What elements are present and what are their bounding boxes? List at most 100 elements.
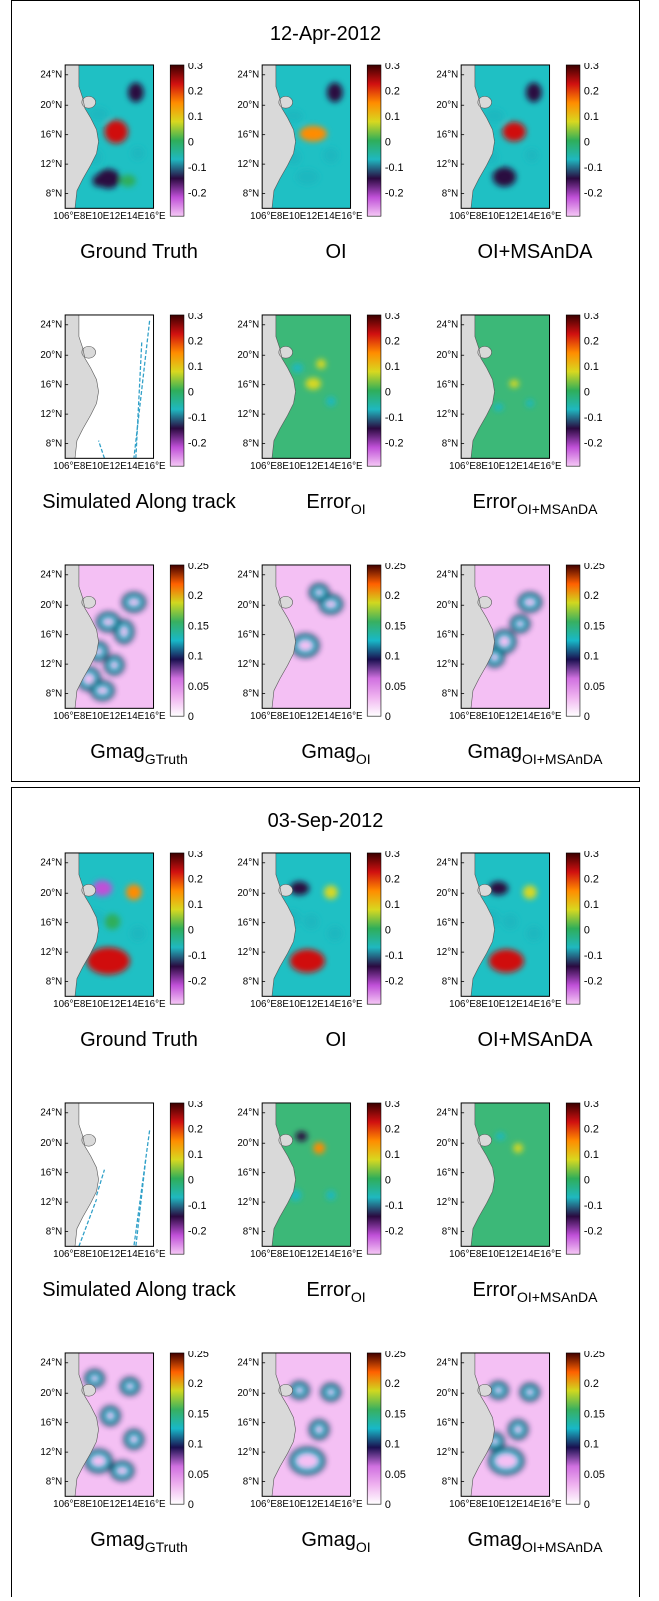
latitude-label: 12°N [237, 409, 259, 420]
latitude-label: 12°N [40, 409, 62, 420]
colorbar-tick-label: 0.15 [385, 620, 406, 632]
latitude-label: 8°N [243, 189, 259, 200]
colorbar-tick-label: -0.1 [188, 162, 207, 174]
latitude-label: 16°N [436, 918, 458, 929]
latitude-label: 8°N [442, 439, 458, 450]
gmag-map: 24°N 20°N 16°N 12°N 8°N 106°E8E10E12E14E16°E 0… [237, 1351, 406, 1511]
colorbar-tick-label: 0.1 [188, 899, 203, 911]
colorbar-tick-label: 0.3 [584, 63, 599, 72]
colorbar-tick-label: 0 [584, 1499, 590, 1511]
map-caption: GmagGTruth [14, 1529, 264, 1555]
colorbar-tick-label: 0 [385, 711, 391, 723]
colorbar [366, 852, 382, 1005]
colorbar-tick-label: 0 [385, 924, 391, 936]
latitude-label: 8°N [442, 1227, 458, 1238]
latitude-label: 20°N [237, 888, 259, 899]
map-caption: OI [211, 241, 461, 264]
colorbar-tick-label: -0.2 [584, 976, 603, 988]
map-caption: GmagOI+MSAnDA [410, 741, 659, 767]
latitude-label: 12°N [436, 1447, 458, 1458]
latitude-label: 24°N [436, 1358, 458, 1369]
map-cell: 24°N 20°N 16°N 12°N 8°N 106°E8E10E12E14E16°E 0… [38, 313, 238, 563]
colorbar-tick-label: 0 [385, 386, 391, 398]
map-caption: Ground Truth [14, 241, 264, 264]
latitude-label: 20°N [436, 1388, 458, 1399]
colorbar-tick-label: 0.2 [584, 590, 599, 602]
latitude-label: 12°N [237, 159, 259, 170]
latitude-label: 24°N [237, 1358, 259, 1369]
latitude-label: 20°N [237, 1138, 259, 1149]
caption-text: Gmag [301, 1529, 356, 1551]
latitude-label: 24°N [237, 70, 259, 81]
colorbar-tick-label: -0.2 [584, 1226, 603, 1238]
caption-text: Gmag [301, 741, 356, 763]
latitude-label: 16°N [436, 1168, 458, 1179]
latitude-label: 16°N [436, 380, 458, 391]
longitude-label: 106°E8E10E12E14E16°E [250, 711, 363, 722]
colorbar-tick-label: 0.15 [188, 620, 209, 632]
colorbar-tick-label: 0.2 [188, 1123, 203, 1135]
latitude-label: 12°N [237, 1197, 259, 1208]
caption-text: Ground Truth [80, 1029, 198, 1051]
latitude-label: 24°N [436, 570, 458, 581]
gmag-map: 24°N 20°N 16°N 12°N 8°N 106°E8E10E12E14E16°E 0… [237, 563, 406, 723]
latitude-label: 24°N [40, 320, 62, 331]
latitude-label: 12°N [436, 159, 458, 170]
caption-text: Error [306, 491, 351, 513]
colorbar-tick-label: -0.1 [584, 950, 603, 962]
colorbar-tick-label: 0.1 [188, 1149, 203, 1161]
colorbar-tick-label: -0.2 [188, 438, 207, 450]
colorbar-tick-label: 0 [188, 1174, 194, 1186]
colorbar-tick-label: 0.25 [584, 563, 605, 572]
latitude-label: 20°N [436, 600, 458, 611]
colorbar-tick-label: 0.1 [584, 651, 599, 663]
colorbar-tick-label: 0.2 [385, 873, 400, 885]
ssh-map: 24°N 20°N 16°N 12°N 8°N 106°E8E10E12E14E16°E 0… [436, 851, 603, 1010]
longitude-label: 106°E8E10E12E14E16°E [53, 211, 166, 222]
colorbar-tick-label: 0.1 [584, 1439, 599, 1451]
track-map: 24°N 20°N 16°N 12°N 8°N 106°E8E10E12E14E16°E 0… [40, 1101, 206, 1260]
caption-text: OI+MSAnDA [477, 241, 593, 263]
gmag-map: 24°N 20°N 16°N 12°N 8°N 106°E8E10E12E14E16°E 0… [40, 563, 209, 723]
map-cell: 24°N 20°N 16°N 12°N 8°N 106°E8E10E12E14E16°E 0… [38, 851, 238, 1101]
colorbar-tick-label: 0.1 [584, 899, 599, 911]
latitude-label: 12°N [40, 159, 62, 170]
track-map: 24°N 20°N 16°N 12°N 8°N 106°E8E10E12E14E16°E 0… [40, 313, 207, 472]
colorbar-tick-label: 0.15 [385, 1408, 406, 1420]
colorbar [169, 1352, 185, 1505]
map-cell: 24°N 20°N 16°N 12°N 8°N 106°E8E10E12E14E16°E 0… [38, 563, 238, 813]
colorbar-tick-label: 0 [385, 136, 391, 148]
latitude-label: 8°N [46, 689, 62, 700]
colorbar-tick-label: 0 [584, 136, 590, 148]
colorbar-tick-label: 0.1 [188, 111, 203, 123]
colorbar [366, 1102, 382, 1255]
caption-text: Gmag [90, 741, 145, 763]
colorbar-tick-label: 0.1 [584, 1149, 599, 1161]
colorbar-tick-label: 0 [188, 924, 194, 936]
colorbar-tick-label: 0.2 [188, 590, 203, 602]
colorbar-tick-label: 0.2 [385, 335, 400, 347]
caption-text: Error [472, 1279, 517, 1301]
colorbar-tick-label: 0.3 [584, 1101, 599, 1110]
colorbar-tick-label: 0.3 [385, 851, 400, 860]
longitude-label: 106°E8E10E12E14E16°E [53, 1499, 166, 1510]
colorbar-tick-label: 0.1 [385, 361, 400, 373]
colorbar-tick-label: 0.2 [188, 1378, 203, 1390]
gmag-map: 24°N 20°N 16°N 12°N 8°N 106°E8E10E12E14E16°E 0… [40, 1351, 209, 1511]
caption-subscript: GTruth [144, 751, 188, 767]
latitude-label: 8°N [46, 977, 62, 988]
latitude-label: 8°N [243, 977, 259, 988]
map-cell: 24°N 20°N 16°N 12°N 8°N 106°E8E10E12E14E16°E 0… [434, 851, 634, 1101]
colorbar [169, 564, 185, 717]
map-caption: GmagOI [211, 741, 461, 767]
colorbar-tick-label: -0.1 [188, 950, 207, 962]
latitude-label: 20°N [40, 350, 62, 361]
colorbar-tick-label: 0.05 [385, 1469, 406, 1481]
colorbar [565, 64, 581, 217]
longitude-label: 106°E8E10E12E14E16°E [449, 461, 562, 472]
ssh-map: 24°N 20°N 16°N 12°N 8°N 106°E8E10E12E14E16°E 0… [40, 851, 207, 1010]
caption-text: Error [306, 1279, 351, 1301]
colorbar-tick-label: 0.2 [188, 85, 203, 97]
caption-text: Gmag [90, 1529, 145, 1551]
map-caption: GmagGTruth [14, 741, 264, 767]
